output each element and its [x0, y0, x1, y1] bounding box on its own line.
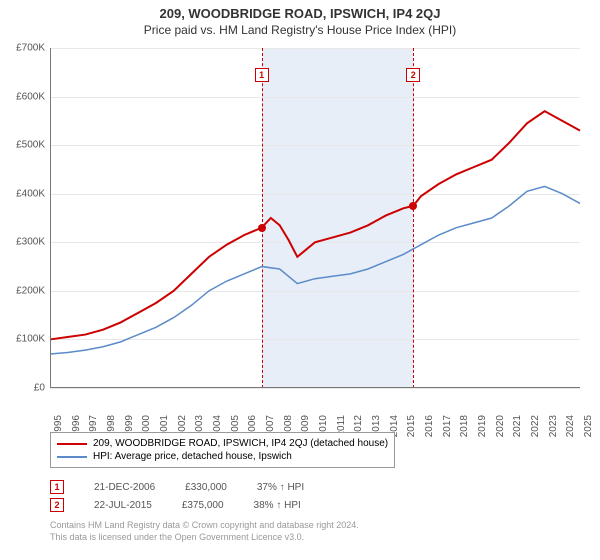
- legend-box: 209, WOODBRIDGE ROAD, IPSWICH, IP4 2QJ (…: [50, 432, 395, 468]
- legend-item: 209, WOODBRIDGE ROAD, IPSWICH, IP4 2QJ (…: [57, 437, 388, 450]
- sales-row: 1 21-DEC-2006 £330,000 37% ↑ HPI: [50, 478, 304, 496]
- sale-price: £330,000: [185, 482, 227, 493]
- legend-swatch: [57, 456, 87, 458]
- footer-attribution: Contains HM Land Registry data © Crown c…: [50, 520, 359, 543]
- sale-delta: 37% ↑ HPI: [257, 482, 304, 493]
- legend-label: HPI: Average price, detached house, Ipsw…: [93, 451, 292, 462]
- footer-line: Contains HM Land Registry data © Crown c…: [50, 520, 359, 532]
- chart-subtitle: Price paid vs. HM Land Registry's House …: [0, 21, 600, 37]
- sales-marker-icon: 1: [50, 480, 64, 494]
- chart-title: 209, WOODBRIDGE ROAD, IPSWICH, IP4 2QJ: [0, 0, 600, 21]
- legend-item: HPI: Average price, detached house, Ipsw…: [57, 450, 388, 463]
- plot-area: £0£100K£200K£300K£400K£500K£600K£700K 19…: [50, 48, 580, 388]
- sales-table: 1 21-DEC-2006 £330,000 37% ↑ HPI 2 22-JU…: [50, 478, 304, 514]
- sales-row: 2 22-JUL-2015 £375,000 38% ↑ HPI: [50, 496, 304, 514]
- x-axis-line: [50, 387, 580, 388]
- sale-price: £375,000: [182, 500, 224, 511]
- sale-delta: 38% ↑ HPI: [254, 500, 301, 511]
- sale-date: 21-DEC-2006: [94, 482, 155, 493]
- footer-line: This data is licensed under the Open Gov…: [50, 532, 359, 544]
- sale-date: 22-JUL-2015: [94, 500, 152, 511]
- legend-swatch: [57, 443, 87, 445]
- legend-label: 209, WOODBRIDGE ROAD, IPSWICH, IP4 2QJ (…: [93, 438, 388, 449]
- sales-marker-icon: 2: [50, 498, 64, 512]
- line-series-svg: [50, 48, 580, 388]
- y-axis-line: [50, 48, 51, 388]
- chart-container: 209, WOODBRIDGE ROAD, IPSWICH, IP4 2QJ P…: [0, 0, 600, 560]
